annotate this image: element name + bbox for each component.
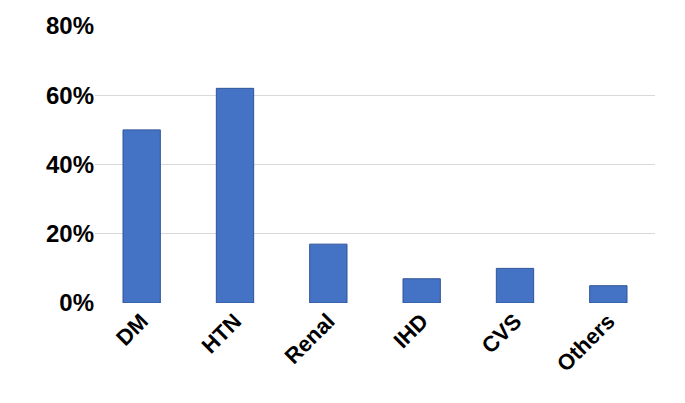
svg-text:CVS: CVS: [477, 309, 527, 359]
svg-text:HTN: HTN: [197, 309, 247, 359]
svg-text:40%: 40%: [46, 151, 94, 178]
svg-text:80%: 80%: [46, 12, 94, 39]
svg-text:60%: 60%: [46, 82, 94, 109]
svg-text:0%: 0%: [59, 289, 94, 316]
svg-text:IHD: IHD: [389, 309, 433, 353]
svg-text:Renal: Renal: [280, 309, 340, 369]
svg-text:Others: Others: [552, 309, 620, 377]
svg-text:DM: DM: [111, 309, 153, 351]
svg-text:20%: 20%: [46, 220, 94, 247]
